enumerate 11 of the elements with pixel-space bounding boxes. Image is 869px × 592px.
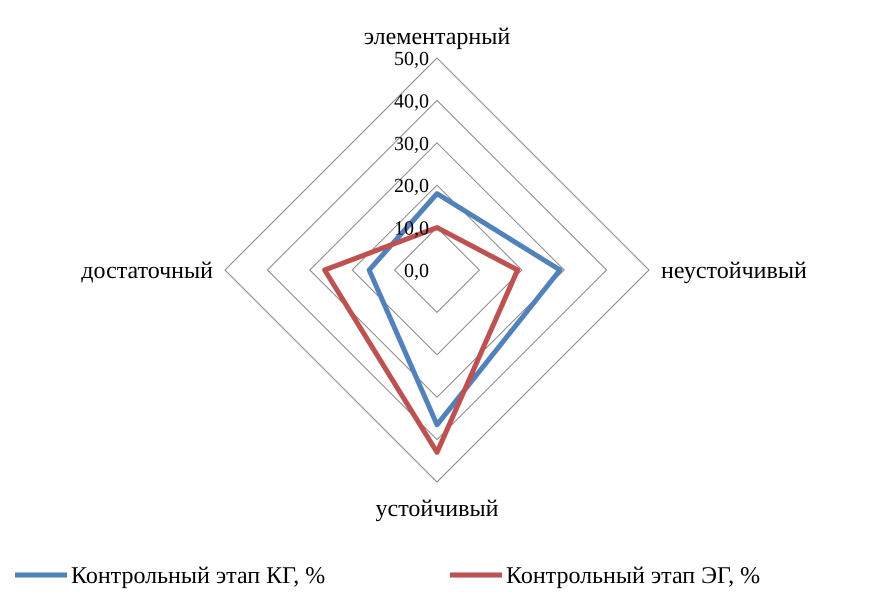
spoke-label: устойчивый [376,496,499,522]
y-tick-label: 40,0 [394,90,429,112]
spoke-label: неустойчивый [661,258,807,284]
y-tick-label: 0,0 [404,260,429,282]
spoke-label: достаточный [81,258,214,284]
legend-label: Контрольный этап ЭГ, % [506,563,760,589]
legend-label: Контрольный этап КГ, % [71,563,326,589]
spoke-label: элементарный [364,24,510,50]
y-tick-label: 50,0 [394,48,429,70]
y-tick-label: 30,0 [394,132,429,155]
y-tick-label: 20,0 [394,175,429,198]
